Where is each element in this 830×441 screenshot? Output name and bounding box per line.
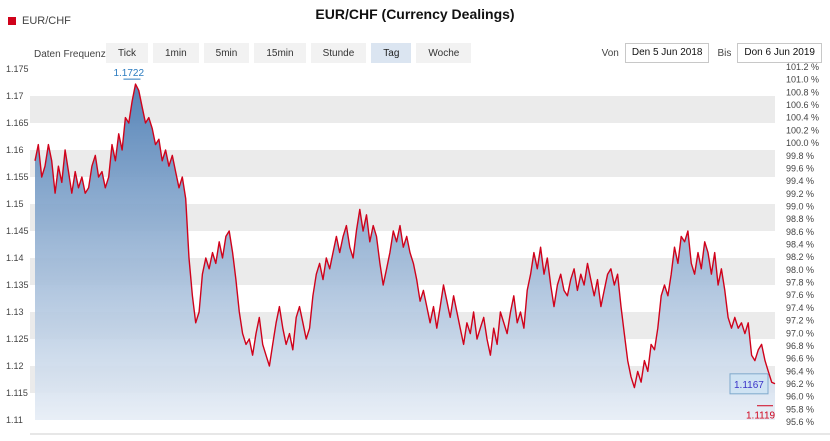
y2-tick-label: 96.8 % [786,341,814,351]
max-value-label: 1.1722 [113,68,144,79]
grid-band [30,96,775,123]
from-date-field[interactable]: Den 5 Jun 2018 [624,43,710,63]
y-tick-label: 1.145 [6,226,29,236]
y2-tick-label: 98.2 % [786,252,814,262]
y-tick-label: 1.14 [6,253,24,263]
series-area [35,84,775,420]
y-tick-label: 1.16 [6,145,24,155]
y2-tick-label: 98.6 % [786,227,814,237]
y2-tick-label: 97.6 % [786,290,814,300]
freq-button-tag[interactable]: Tag [371,43,412,63]
legend: EUR/CHF [8,15,71,27]
y-tick-label: 1.155 [6,172,29,182]
y-tick-label: 1.175 [6,64,29,74]
y2-tick-label: 100.2 % [786,125,819,135]
y2-tick-label: 99.6 % [786,163,814,173]
legend-swatch [8,17,16,25]
from-label: Von [601,47,619,59]
y2-tick-label: 99.0 % [786,201,814,211]
freq-button-15min[interactable]: 15min [254,43,306,63]
y2-tick-label: 98.4 % [786,240,814,250]
y2-tick-label: 95.8 % [786,404,814,414]
y-tick-label: 1.12 [6,361,24,371]
y2-tick-label: 101.0 % [786,75,819,85]
y2-tick-label: 97.8 % [786,278,814,288]
y-tick-label: 1.135 [6,280,29,290]
y2-tick-label: 99.4 % [786,176,814,186]
y2-tick-label: 98.0 % [786,265,814,275]
y2-tick-label: 96.4 % [786,366,814,376]
y2-tick-label: 99.8 % [786,151,814,161]
y2-tick-label: 100.0 % [786,138,819,148]
y2-tick-label: 95.6 % [786,417,814,427]
y2-tick-label: 97.2 % [786,316,814,326]
frequency-label: Daten Frequenz [34,49,106,60]
y-tick-label: 1.15 [6,199,24,209]
y2-tick-label: 99.2 % [786,189,814,199]
date-range: Von Den 5 Jun 2018 Bis Don 6 Jun 2019 [602,43,822,63]
y-tick-label: 1.13 [6,307,24,317]
freq-button-woche[interactable]: Woche [416,43,472,63]
y-tick-label: 1.17 [6,91,24,101]
y2-tick-label: 96.2 % [786,379,814,389]
y2-tick-label: 97.0 % [786,328,814,338]
y2-tick-label: 100.6 % [786,100,819,110]
y2-tick-label: 100.8 % [786,87,819,97]
freq-button-stunde[interactable]: Stunde [310,43,367,63]
y-axis-right: 101.2 % 101.0 % 100.8 % 100.6 % 100.4 % 100.2… [786,62,819,427]
to-date-field[interactable]: Don 6 Jun 2019 [737,43,822,63]
freq-button-1min[interactable]: 1min [152,43,199,63]
price-chart: 1.175 1.17 1.165 1.16 1.155 1.15 1.145 1.14 1.13… [6,62,830,435]
y-axis-left: 1.175 1.17 1.165 1.16 1.155 1.15 1.145 1.14 1.13… [6,64,29,425]
y-tick-label: 1.11 [6,415,23,425]
series-line [34,83,776,389]
y2-tick-label: 96.0 % [786,392,814,402]
freq-button-5min[interactable]: 5min [203,43,250,63]
y-tick-label: 1.165 [6,118,29,128]
y2-tick-label: 101.2 % [786,62,819,72]
y2-tick-label: 97.4 % [786,303,814,313]
y2-tick-label: 96.6 % [786,354,814,364]
freq-button-tick[interactable]: Tick [106,43,148,63]
min-value-label: 1.1119 [746,411,776,422]
frequency-buttons: Tick 1min 5min 15min Stunde Tag Woche [106,43,476,63]
y-tick-label: 1.125 [6,334,29,344]
y-tick-label: 1.115 [6,388,28,398]
y2-tick-label: 100.4 % [786,113,819,123]
annotations: 1.1722 1.1167 1.1119 [113,68,775,422]
y2-tick-label: 98.8 % [786,214,814,224]
to-label: Bis [717,47,732,59]
chart-title: EUR/CHF (Currency Dealings) [315,6,515,22]
last-value-box [729,373,769,395]
last-value-label: 1.1167 [734,380,764,391]
legend-label: EUR/CHF [22,15,71,27]
